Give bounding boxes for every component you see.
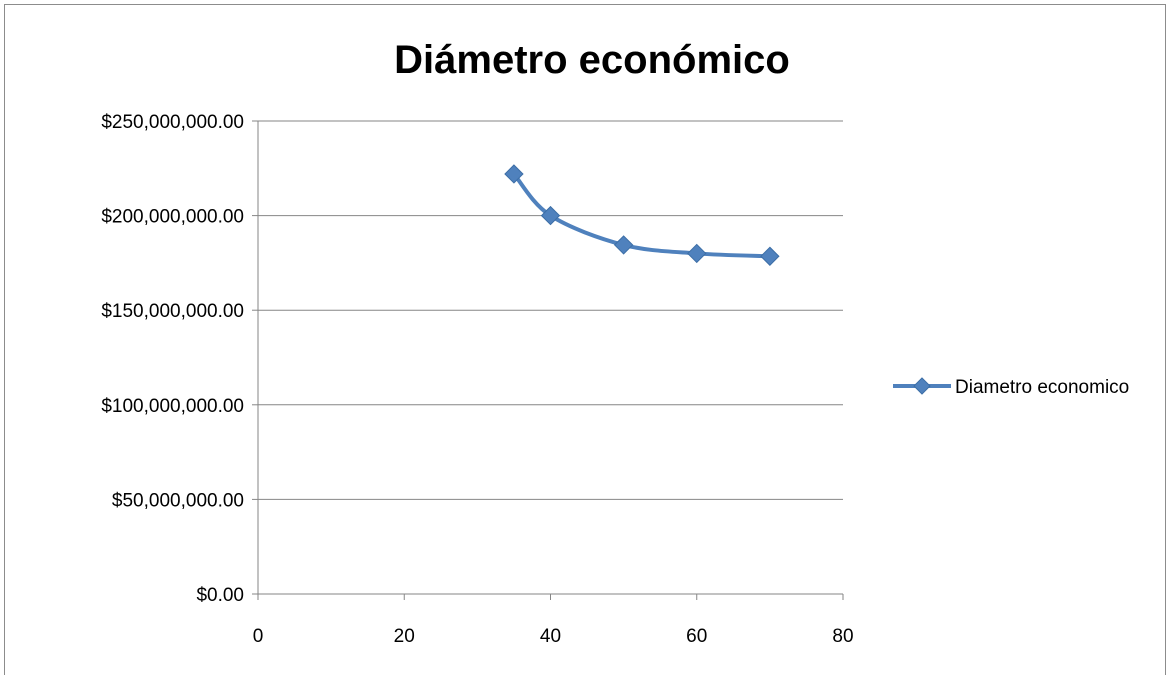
y-tick-label: $100,000,000.00: [101, 396, 244, 417]
data-point: [504, 164, 524, 184]
x-tick-label: 40: [540, 626, 561, 647]
y-tick-label: $150,000,000.00: [101, 301, 244, 322]
x-tick-label: 20: [394, 626, 415, 647]
y-tick-label: $0.00: [196, 585, 244, 606]
data-point: [613, 235, 634, 255]
x-tick-label: 80: [832, 626, 853, 647]
data-point: [687, 243, 707, 264]
data-point: [540, 205, 561, 226]
chart-title: Diámetro económico: [394, 38, 790, 82]
data-point: [760, 246, 780, 266]
chart-frame: [4, 4, 1166, 675]
y-tick-label: $200,000,000.00: [101, 207, 244, 228]
legend-marker: [913, 377, 931, 395]
legend-label: Diametro economico: [955, 377, 1129, 398]
x-tick-label: 0: [253, 626, 264, 647]
y-tick-label: $50,000,000.00: [112, 490, 244, 511]
x-tick-label: 60: [686, 626, 707, 647]
y-tick-label: $250,000,000.00: [101, 112, 244, 133]
